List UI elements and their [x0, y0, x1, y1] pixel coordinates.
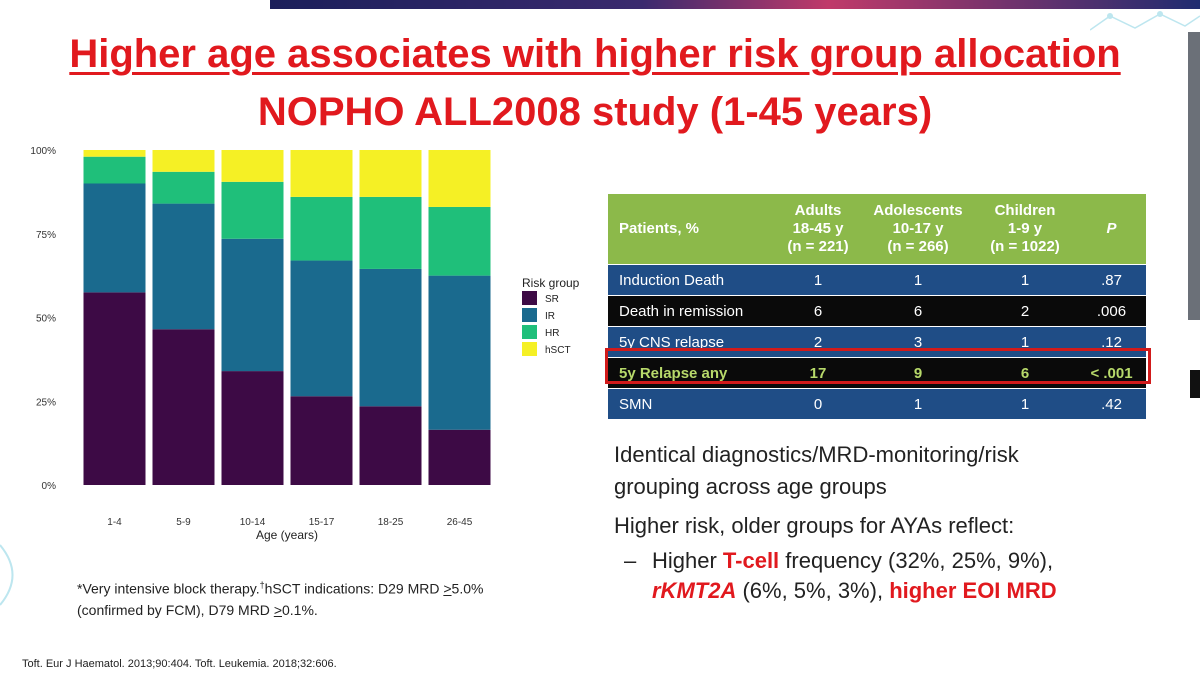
- row-label: 5y CNS relapse: [608, 326, 773, 358]
- table-header-cell: P: [1077, 194, 1146, 265]
- y-tick-label: 0%: [42, 481, 57, 492]
- x-tick-label: 18-25: [378, 517, 404, 528]
- bar-segment-hr: [83, 156, 146, 184]
- table-cell: 6: [863, 295, 973, 327]
- x-axis-label: Age (years): [256, 528, 318, 542]
- y-tick-label: 50%: [36, 314, 56, 325]
- table-header-cell: Adolescents 10-17 y (n = 266): [863, 194, 973, 265]
- slide-subtitle: NOPHO ALL2008 study (1-45 years): [257, 90, 933, 134]
- bar-segment-hsct: [83, 150, 146, 157]
- text-line: Higher risk, older groups for AYAs refle…: [614, 513, 1015, 538]
- bar-segment-hsct: [428, 150, 491, 207]
- bar-segment-sr: [83, 292, 146, 485]
- table-cell: 2: [973, 295, 1077, 327]
- bullet-line: rKMT2A (6%, 5%, 3%), higher EOI MRD: [652, 575, 1057, 607]
- outcome-table: Patients, % Adults 18-45 y (n = 221) Adole…: [608, 194, 1146, 419]
- text-span: frequency (32%, 25%, 9%),: [779, 548, 1054, 573]
- bullet-dash: –: [624, 548, 637, 573]
- legend-label: hSCT: [545, 345, 571, 356]
- x-tick-label: 10-14: [240, 517, 266, 528]
- table-cell: 0: [773, 388, 863, 419]
- bar-segment-sr: [152, 329, 215, 485]
- table-cell: .12: [1077, 326, 1146, 358]
- table-cell: 1: [973, 326, 1077, 358]
- row-label: Induction Death: [608, 264, 773, 296]
- stacked-bar-chart: 0% 25% 50% 75% 100% 1-4 5-9 10-14 15-17 18-25 26-4…: [30, 146, 580, 542]
- text-span: (6%, 5%, 3%),: [736, 578, 890, 603]
- header-decoration-bar: [270, 0, 1200, 9]
- video-edge-dark: [1190, 370, 1200, 398]
- table-header-cell: Patients, %: [608, 194, 773, 265]
- bar-segment-sr: [221, 371, 284, 485]
- text-span: Higher: [652, 548, 723, 573]
- text-line: Identical diagnostics/MRD-monitoring/ris…: [614, 442, 1019, 467]
- bar-segment-sr: [290, 396, 353, 485]
- video-edge: [1188, 32, 1200, 320]
- legend-swatch: [522, 308, 537, 322]
- bar-segment-ir: [359, 268, 422, 407]
- table-cell: .42: [1077, 388, 1146, 419]
- table-row: 5y CNS relapse 2 3 1 .12: [608, 326, 1146, 358]
- bar-segment-hsct: [290, 150, 353, 197]
- x-tick-label: 26-45: [447, 517, 473, 528]
- highlight-text: higher EOI MRD: [889, 578, 1057, 603]
- x-tick-label: 1-4: [107, 517, 122, 528]
- bar-segment-hr: [428, 206, 491, 276]
- bar-segment-hr: [221, 181, 284, 239]
- bar-segment-hsct: [359, 150, 422, 197]
- legend-label: SR: [545, 294, 559, 305]
- table-row: Induction Death 1 1 1 .87: [608, 264, 1146, 296]
- bar-segment-ir: [290, 260, 353, 397]
- text-line: grouping across age groups: [614, 474, 887, 499]
- row-label: SMN: [608, 388, 773, 419]
- network-decoration: [1090, 11, 1200, 31]
- bar-segment-ir: [83, 183, 146, 293]
- table-cell: .006: [1077, 295, 1146, 327]
- table-row: SMN 0 1 1 .42: [608, 388, 1146, 419]
- table-cell: 1: [863, 388, 973, 419]
- table-header-row: Patients, % Adults 18-45 y (n = 221) Adole…: [608, 194, 1146, 265]
- bar-segment-hr: [152, 171, 215, 204]
- legend-swatch: [522, 342, 537, 356]
- footnote: *Very intensive block therapy.†hSCT indi…: [77, 580, 484, 618]
- reference: Toft. Eur J Haematol. 2013;90:404. Toft.…: [22, 658, 337, 670]
- table-cell: 6: [773, 295, 863, 327]
- side-decoration: [0, 544, 14, 606]
- row-label: Death in remission: [608, 295, 773, 327]
- highlight-box: [605, 348, 1151, 384]
- y-tick-label: 100%: [30, 146, 56, 157]
- y-tick-label: 75%: [36, 230, 56, 241]
- highlight-text: T-cell: [722, 548, 780, 573]
- table-cell: 1: [773, 264, 863, 296]
- bar-segment-hsct: [221, 150, 284, 182]
- legend-swatch: [522, 291, 537, 305]
- bar-segment-hr: [359, 196, 422, 269]
- x-tick-label: 5-9: [176, 517, 191, 528]
- table-cell: 1: [973, 388, 1077, 419]
- y-tick-label: 25%: [36, 397, 56, 408]
- highlight-text: rKMT2A: [652, 578, 737, 603]
- bullet-line: Higher T-cell frequency (32%, 25%, 9%),: [652, 545, 1053, 577]
- legend-label: IR: [545, 311, 555, 322]
- legend-label: HR: [545, 328, 559, 339]
- legend-title: Risk group: [522, 276, 580, 290]
- table-cell: .87: [1077, 264, 1146, 296]
- table-cell: 3: [863, 326, 973, 358]
- bar-segment-sr: [359, 406, 422, 485]
- table-cell: 1: [973, 264, 1077, 296]
- legend-swatch: [522, 325, 537, 339]
- slide-title: Higher age associates with higher risk g…: [69, 32, 1121, 76]
- table-cell: 1: [863, 264, 973, 296]
- bar-segment-hsct: [152, 150, 215, 172]
- bar-segment-hr: [290, 196, 353, 261]
- table-header-cell: Adults 18-45 y (n = 221): [773, 194, 863, 265]
- bar-segment-ir: [221, 238, 284, 372]
- x-tick-label: 15-17: [309, 517, 335, 528]
- bar-segment-sr: [428, 429, 491, 485]
- table-row: Death in remission 6 6 2 .006: [608, 295, 1146, 327]
- table-header-cell: Children 1-9 y (n = 1022): [973, 194, 1077, 265]
- table-cell: 2: [773, 326, 863, 358]
- bar-segment-ir: [428, 275, 491, 430]
- bar-segment-ir: [152, 203, 215, 330]
